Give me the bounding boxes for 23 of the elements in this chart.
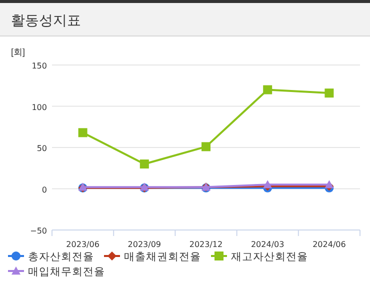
y-tick-label: 150 (32, 62, 47, 70)
x-tick-label: 2023/06 (66, 240, 100, 249)
point (78, 128, 88, 138)
y-tick-label: −50 (30, 226, 47, 236)
y-axis-title: [회] (11, 47, 26, 57)
legend-label: 총자산회전율 (28, 251, 94, 263)
point (202, 142, 210, 152)
y-tick-label: 0 (42, 185, 47, 194)
x-tick-label: 2024/06 (312, 240, 346, 249)
point (140, 160, 149, 168)
chart-title: 활동성지표 (11, 12, 81, 28)
point (324, 88, 334, 98)
y-tick-label: 50 (36, 144, 47, 153)
x-tick-label: 2023/09 (128, 240, 162, 249)
point (263, 85, 272, 94)
x-tick-label: 2023/12 (189, 240, 223, 249)
y-tick-label: 100 (32, 102, 47, 112)
legend-label: 재고자산회전율 (231, 251, 308, 263)
legend-label: 매입채무회전율 (28, 266, 105, 278)
point (324, 180, 334, 188)
point (263, 180, 272, 188)
legend-label: 매출채권회전율 (124, 251, 201, 263)
x-tick-label: 2024/03 (250, 240, 284, 249)
